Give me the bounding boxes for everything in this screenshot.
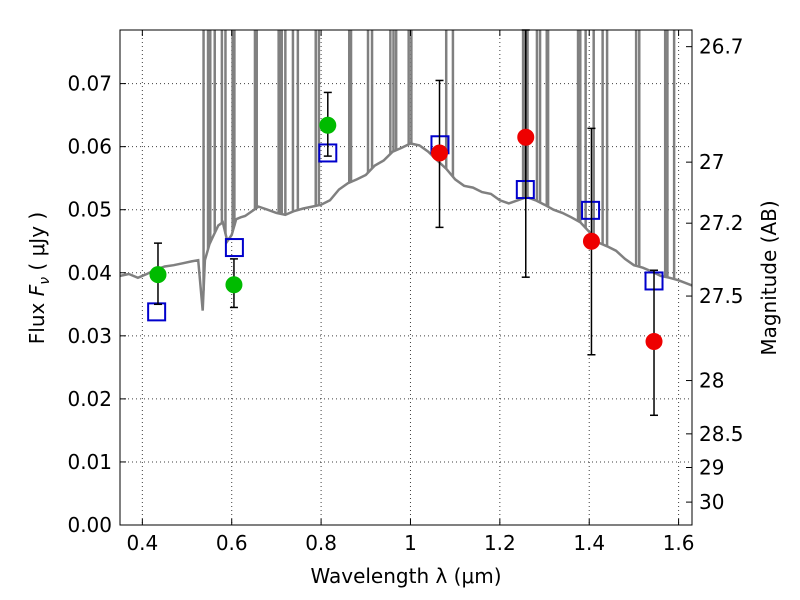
y-tick-label: 0.04	[67, 261, 112, 285]
x-axis-title: Wavelength λ (μm)	[310, 564, 501, 588]
y2-tick-label: 27.2	[699, 211, 744, 235]
model-flux-square	[148, 303, 165, 320]
observed-flux-point	[226, 277, 242, 293]
y-axis-title-symbol: F	[25, 284, 49, 296]
y2-tick-label: 26.7	[699, 35, 744, 59]
y-axis-title: Flux Fν ( μJy )	[25, 212, 53, 344]
tick-layer: 0.4 0.6 0.8 1 1.2 1.4 1.6 0.00 0.01 0.02 0.03 0.04 0…	[67, 30, 743, 555]
observed-flux-point	[518, 129, 534, 145]
y2-axis-title: Magnitude (AB)	[757, 200, 781, 355]
y-tick-label: 0.07	[67, 72, 112, 96]
y-tick-label: 0.02	[67, 387, 112, 411]
x-tick-label: 1.4	[573, 531, 605, 555]
y2-tick-label: 29	[699, 455, 724, 479]
y-tick-label: 0.06	[67, 135, 112, 159]
x-tick-label: 0.4	[126, 531, 158, 555]
y-tick-label: 0.00	[67, 513, 112, 537]
x-tick-label: 0.6	[216, 531, 248, 555]
y2-tick-label: 28	[699, 369, 724, 393]
observed-flux-point	[646, 334, 662, 350]
x-tick-label: 1.2	[484, 531, 516, 555]
y-axis-title-subscript: ν	[37, 277, 53, 285]
observed-flux-point	[583, 233, 599, 249]
y2-tick-label: 30	[699, 490, 724, 514]
observed-flux-point	[432, 145, 448, 161]
data-layer	[120, 30, 692, 311]
y-axis-title-prefix: Flux	[25, 296, 49, 344]
x-tick-label: 1	[404, 531, 417, 555]
y2-tick-label: 28.5	[699, 422, 744, 446]
observed-flux-point	[150, 267, 166, 283]
y2-tick-label: 27	[699, 150, 724, 174]
y2-tick-label: 27.5	[699, 284, 744, 308]
y-tick-label: 0.05	[67, 198, 112, 222]
x-tick-label: 0.8	[305, 531, 337, 555]
observed-flux-point	[320, 117, 336, 133]
x-tick-label: 1.6	[663, 531, 695, 555]
y-axis-title-suffix: ( μJy )	[25, 212, 49, 277]
y-tick-label: 0.01	[67, 450, 112, 474]
y-tick-label: 0.03	[67, 324, 112, 348]
